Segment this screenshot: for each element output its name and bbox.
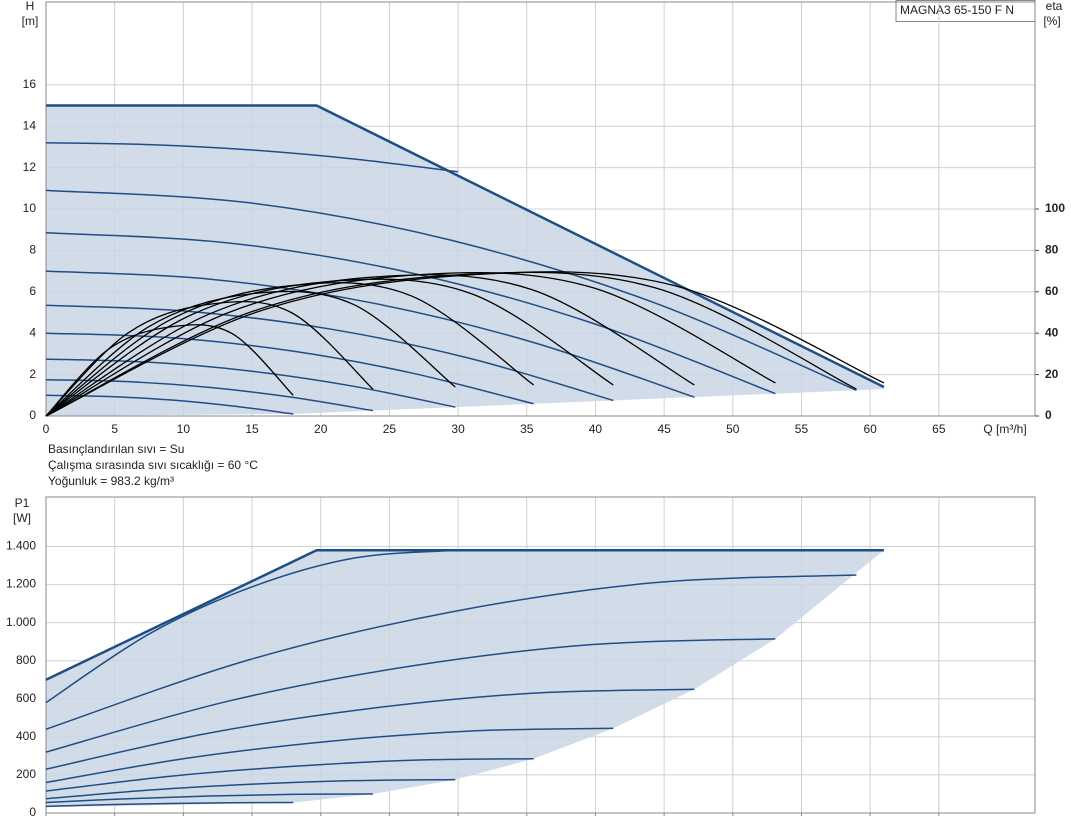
efficiency-curve [45,271,857,417]
y-tick-label: 2 [29,367,36,381]
performance-curve [45,549,459,704]
efficiency-curve [45,300,374,417]
y-tick-label: 400 [16,729,36,743]
y2-axis-unit: [%] [1043,14,1060,28]
y-tick-label: 4 [29,325,36,339]
performance-curve [45,778,456,800]
y-tick-label: 8 [29,243,36,257]
performance-curve [45,232,776,395]
plot-frame [45,496,1036,814]
performance-curve [45,638,776,753]
performance-curve [45,394,294,415]
y-axis-label: H [26,0,35,13]
chart-title: MAGNA3 65-150 F N [900,3,1014,17]
y-tick-label: 0 [29,408,36,422]
performance-curve [45,332,534,405]
performance-curve [45,688,695,770]
y-tick-label: 6 [29,284,36,298]
x-axis-label: Q [m³/h] [983,422,1026,436]
annotation: Yoğunluk = 983.2 kg/m³ [48,474,174,488]
y-tick-label: 10 [23,201,37,215]
x-tick-label: 30 [451,422,465,436]
performance-curve [45,189,857,392]
efficiency-curve [45,271,885,417]
annotation: Basınçlandırılan sıvı = Su [48,442,184,456]
x-tick-label: 50 [726,422,740,436]
y-tick-label: 600 [16,691,36,705]
y-tick-label: 16 [23,77,37,91]
performance-curve [46,104,885,389]
efficiency-curve [45,324,294,417]
performance-curve [45,757,534,792]
x-tick-label: 35 [520,422,534,436]
performance-curve [45,727,614,784]
performance-curve [45,549,884,681]
x-tick-label: 65 [932,422,946,436]
efficiency-curve [45,274,695,417]
performance-curve [45,304,614,402]
y2-tick-label: 40 [1045,325,1059,339]
x-tick-label: 10 [177,422,191,436]
efficiency-curve [45,271,776,417]
performance-curve [45,379,374,412]
performance-curve [45,793,373,804]
y2-tick-label: 20 [1045,367,1059,381]
y-axis-unit: [m] [22,14,39,28]
x-tick-label: 55 [795,422,809,436]
performance-curve [45,358,456,408]
performance-curve [45,270,695,398]
x-tick-label: 25 [383,422,397,436]
performance-curve [45,142,459,173]
y-tick-label: 1.000 [6,615,36,629]
operating-area [46,105,884,416]
y-tick-label: 1.200 [6,577,36,591]
operating-area [46,550,884,808]
x-tick-label: 20 [314,422,328,436]
y-tick-label: 0 [29,805,36,819]
y2-tick-label: 0 [1045,408,1052,422]
performance-curve [45,801,294,808]
performance-curve [45,574,857,730]
x-tick-label: 40 [589,422,603,436]
y2-tick-label: 100 [1045,201,1065,215]
y-tick-label: 800 [16,653,36,667]
x-tick-label: 45 [657,422,671,436]
y2-tick-label: 80 [1045,243,1059,257]
y2-tick-label: 60 [1045,284,1059,298]
y-axis-label: P1 [15,496,30,510]
x-tick-label: 15 [245,422,259,436]
x-tick-label: 60 [863,422,877,436]
plot-frame [45,1,1036,417]
annotation: Çalışma sırasında sıvı sıcaklığı = 60 °C [48,458,258,472]
y-tick-label: 1.400 [6,539,36,553]
y2-axis-label: eta [1046,0,1063,13]
x-tick-label: 0 [43,422,50,436]
y-axis-unit: [W] [13,511,31,525]
x-tick-label: 5 [111,422,118,436]
y-tick-label: 200 [16,767,36,781]
y-tick-label: 14 [23,118,37,132]
y-tick-label: 12 [23,160,37,174]
